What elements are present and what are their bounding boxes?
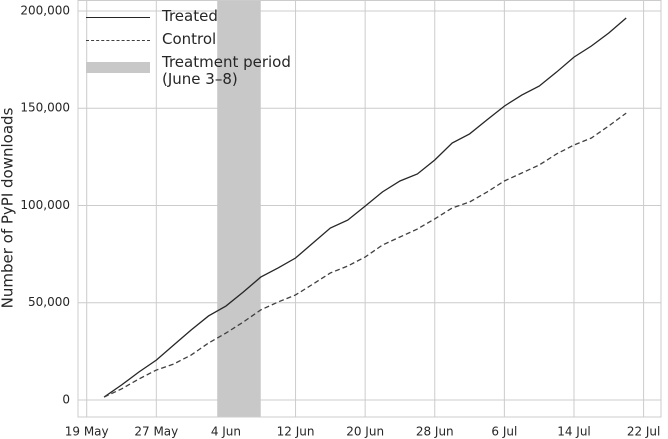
- line-series: [103, 112, 627, 398]
- line-series: [103, 17, 627, 398]
- x-tick-label: 27 May: [134, 425, 178, 439]
- plot-frame: [77, 0, 662, 418]
- x-tick-label: 6 Jul: [491, 425, 517, 439]
- x-tick-label: 12 Jun: [277, 425, 315, 439]
- legend-line: [86, 17, 150, 18]
- y-tick-label: 100,000: [20, 198, 70, 212]
- y-tick-label: 150,000: [20, 101, 70, 115]
- legend-key: [86, 8, 150, 26]
- legend-label: Treatment period (June 3–8): [162, 53, 291, 88]
- legend-entry: Control: [86, 31, 291, 54]
- legend-key: [86, 58, 150, 76]
- legend-entry: Treated: [86, 8, 291, 31]
- x-tick-label: 20 Jun: [346, 425, 384, 439]
- legend-key: [86, 31, 150, 49]
- legend: Treated Control Treatment period (June 3–8…: [86, 8, 291, 88]
- x-tick-label: 19 May: [65, 425, 109, 439]
- x-tick-label: 22 Jul: [627, 425, 661, 439]
- legend-line: [86, 40, 150, 41]
- y-tick-label: 200,000: [20, 3, 70, 17]
- legend-label: Control: [162, 30, 217, 48]
- y-tick-label: 0: [62, 393, 70, 407]
- legend-patch: [86, 62, 150, 73]
- x-tick-label: 4 Jun: [211, 425, 241, 439]
- y-tick-label: 50,000: [28, 295, 70, 309]
- y-axis-label: Number of PyPI downloads: [0, 107, 17, 308]
- legend-label: Treated: [162, 7, 218, 25]
- x-tick-label: 28 Jun: [416, 425, 454, 439]
- x-tick-label: 14 Jul: [557, 425, 591, 439]
- shaded-region: [217, 0, 261, 417]
- legend-entry: Treatment period (June 3–8): [86, 54, 291, 88]
